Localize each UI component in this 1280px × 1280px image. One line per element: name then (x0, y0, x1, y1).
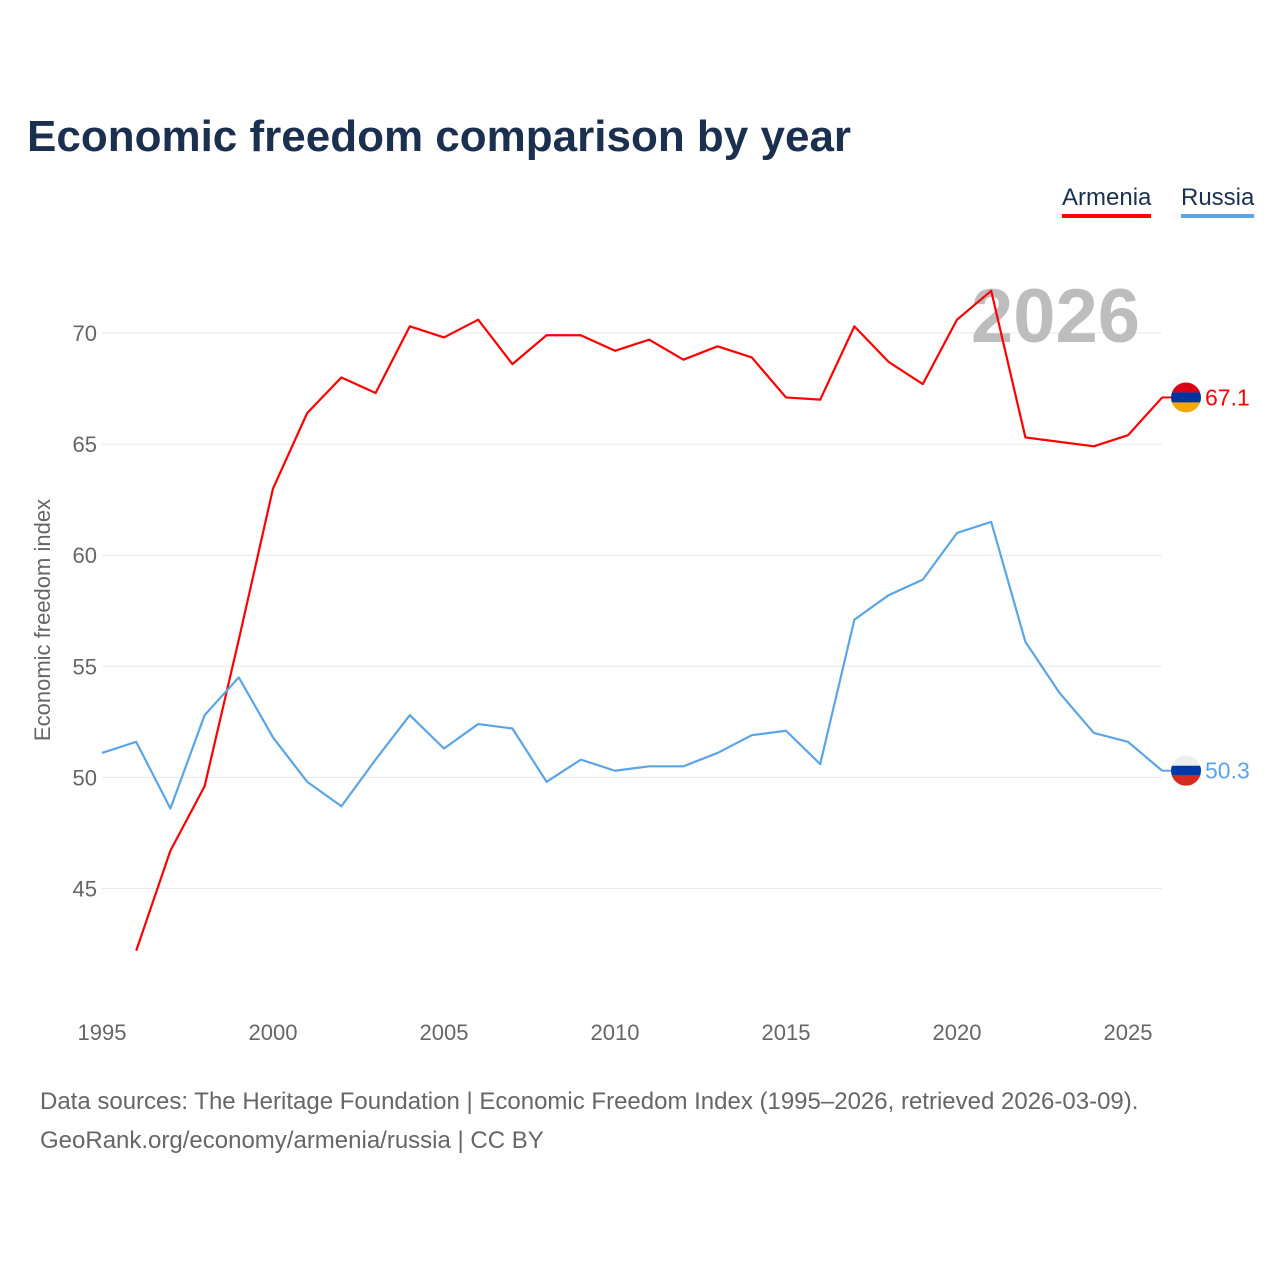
series-line-armenia (135, 289, 1164, 952)
year-watermark: 2026 (971, 274, 1140, 359)
legend-russia[interactable]: Russia (1181, 184, 1255, 218)
x-tick-label: 2025 (1104, 1020, 1153, 1045)
x-tick-label: 2015 (762, 1020, 811, 1045)
end-value-label-russia: 50.3 (1205, 758, 1250, 784)
y-tick-label: 70 (73, 321, 97, 346)
flag-icon-russia (1171, 755, 1201, 786)
x-tick-label: 2010 (591, 1020, 640, 1045)
y-tick-label: 55 (73, 654, 97, 679)
flag-icon-armenia (1171, 382, 1201, 413)
y-tick-label: 45 (73, 877, 97, 902)
footer-sources: Data sources: The Heritage Foundation | … (40, 1088, 1139, 1115)
x-tick-label: 2005 (420, 1020, 469, 1045)
y-axis-label: Economic freedom index (30, 499, 55, 741)
x-tick-label: 2020 (933, 1020, 982, 1045)
footer-credit: GeoRank.org/economy/armenia/russia | CC … (40, 1127, 544, 1154)
y-tick-label: 65 (73, 432, 97, 457)
x-tick-label: 2000 (249, 1020, 298, 1045)
end-value-label-armenia: 67.1 (1205, 384, 1250, 410)
y-tick-label: 60 (73, 543, 97, 568)
chart-title: Economic freedom comparison by year (27, 112, 852, 161)
y-tick-label: 50 (73, 765, 97, 790)
series-line-russia (101, 520, 1163, 810)
legend-armenia[interactable]: Armenia (1062, 184, 1152, 218)
x-tick-label: 1995 (78, 1020, 127, 1045)
